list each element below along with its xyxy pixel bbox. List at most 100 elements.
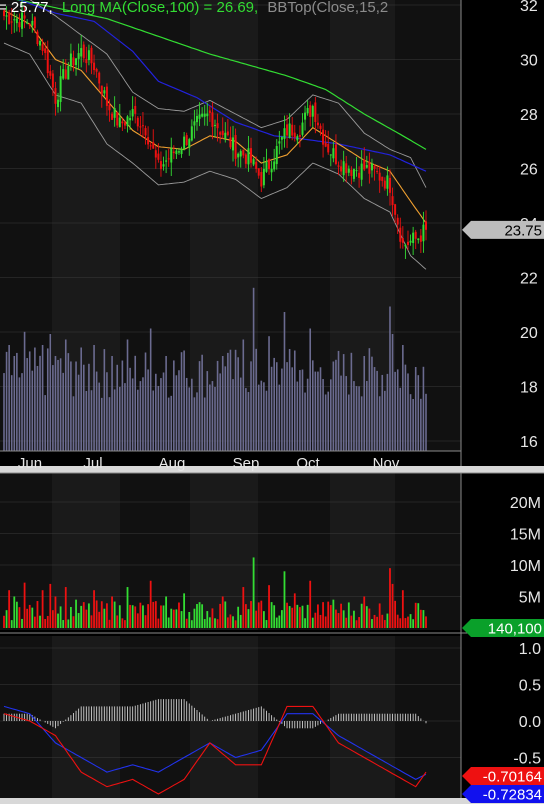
candle-body	[54, 88, 57, 104]
price-volume-bar	[175, 375, 178, 451]
candle-body	[347, 168, 350, 173]
volume-bar	[57, 613, 59, 628]
candle-body	[98, 72, 101, 84]
candle-body	[278, 141, 281, 144]
price-volume-bar	[216, 360, 219, 451]
candle-body	[77, 53, 80, 59]
price-volume-bar	[183, 350, 185, 451]
candle-body	[337, 165, 340, 167]
candle-body	[51, 73, 54, 88]
price-volume-bar	[144, 352, 147, 451]
price-volume-bar	[407, 373, 409, 451]
candle-body	[214, 124, 216, 126]
price-volume-bar	[376, 370, 378, 451]
candle-body	[108, 104, 111, 111]
price-volume-bar	[64, 339, 67, 451]
price-volume-bar	[72, 396, 75, 451]
volume-bar	[216, 619, 219, 628]
price-tick-label: 28	[520, 107, 538, 124]
candle-body	[123, 122, 126, 126]
volume-bar	[219, 603, 222, 628]
signal-line	[3, 705, 427, 795]
price-volume-bar	[129, 367, 131, 451]
candle-body	[105, 86, 108, 106]
price-tick-label: 20	[520, 325, 538, 342]
price-volume-bar	[286, 362, 288, 451]
volume-bar	[296, 604, 299, 628]
legend: = 25.77, Long MA(Close,100) = 26.69, BBT…	[0, 0, 388, 16]
price-volume-bar	[59, 358, 62, 451]
candle-body	[409, 240, 412, 243]
candle-body	[28, 23, 31, 26]
price-volume-bar	[214, 386, 216, 451]
price-volume-bar	[247, 392, 250, 451]
price-volume-bar	[52, 365, 54, 451]
volume-bar	[257, 602, 260, 628]
candle-body	[273, 161, 276, 170]
volume-tick-label: 10M	[510, 558, 541, 575]
candle-body	[59, 76, 62, 102]
price-volume-bar	[49, 334, 52, 451]
volume-bar	[15, 601, 18, 628]
volume-bar	[389, 568, 391, 628]
volume-bar	[376, 616, 379, 628]
axis-labels: 161820222426283032JunJulAugSepOctNov5M10…	[18, 0, 541, 768]
price-volume-bar	[36, 365, 39, 451]
price-volume-bar	[242, 339, 245, 451]
price-volume-bar	[39, 355, 41, 451]
price-volume-bar	[26, 358, 28, 451]
volume-bar	[72, 616, 75, 628]
candle-body	[193, 121, 196, 126]
candle-body	[422, 224, 425, 242]
price-volume-bar	[345, 376, 348, 451]
volume-month-band	[190, 473, 258, 630]
candle-body	[149, 145, 152, 147]
volume-bar	[317, 604, 319, 628]
signal-value-tag-bg	[462, 767, 544, 785]
price-tick-label: 32	[520, 0, 538, 15]
price-volume-bar	[8, 345, 10, 451]
volume-bar	[221, 596, 224, 628]
price-volume-bar	[126, 339, 129, 451]
candle-body	[159, 161, 162, 170]
candle-body	[57, 99, 60, 108]
long-ma-line	[15, 0, 427, 150]
candle-body	[293, 132, 296, 138]
candle-body	[314, 102, 317, 122]
volume-bar	[165, 596, 168, 628]
price-volume-bar	[5, 351, 8, 451]
candle-body	[39, 40, 42, 46]
price-volume-bar	[147, 369, 149, 451]
candle-body	[175, 150, 178, 155]
price-volume-bar	[425, 393, 427, 451]
volume-bar	[157, 618, 160, 628]
volume-bar	[371, 619, 373, 628]
volume-tick-label: 5M	[519, 590, 541, 607]
candle-body	[358, 172, 361, 178]
macd-value-tag: -0.72834	[483, 787, 542, 804]
candle-body	[221, 130, 224, 136]
volume-bar	[49, 583, 52, 628]
price-volume-bar	[281, 368, 283, 451]
price-volume-bar	[381, 374, 384, 451]
price-volume-bar	[77, 374, 80, 451]
macd-line	[3, 705, 427, 781]
price-volume-bar	[368, 348, 371, 451]
candle-body	[322, 129, 325, 145]
bollinger-bands	[3, 0, 427, 270]
bottom-splitter[interactable]	[0, 798, 544, 804]
volume-bar	[345, 617, 348, 628]
price-volume-bar	[314, 371, 317, 451]
price-volume-bar	[188, 387, 191, 451]
volume-bar	[419, 609, 422, 628]
volume-bar	[75, 599, 77, 628]
volume-bar	[329, 605, 332, 628]
volume-bar	[260, 600, 263, 628]
candle-body	[152, 142, 155, 149]
volume-bar	[226, 617, 229, 628]
price-volume-bar	[67, 353, 70, 451]
volume-bar	[162, 605, 165, 628]
price-volume-bar	[124, 383, 126, 451]
panel-splitter[interactable]	[0, 466, 544, 473]
volume-bar	[314, 612, 317, 628]
